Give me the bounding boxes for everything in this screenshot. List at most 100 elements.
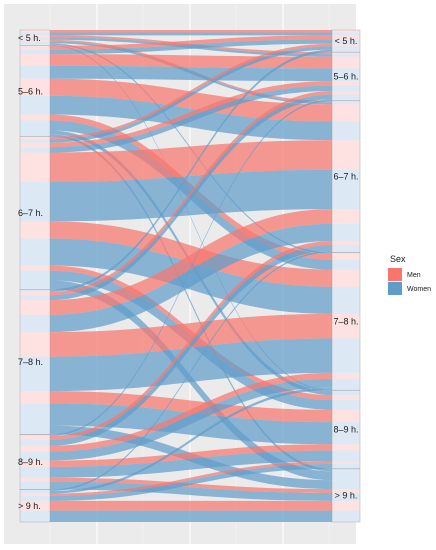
flow-5-6-h-to-6-7-h-men: [50, 78, 332, 122]
stratum-band-left-19: [20, 139, 50, 143]
stratum-band-left-21: [20, 147, 50, 153]
stratum-band-left-38: [20, 425, 50, 435]
right-label-gt-9-h: > 9 h.: [335, 490, 358, 500]
stratum-band-right-19: [332, 46, 360, 50]
flow-8-9-h-to-7-8-h-men: [50, 372, 332, 452]
stratum-band-left-7: [20, 44, 50, 46]
stratum-band-right-23: [332, 169, 360, 210]
stratum-band-right-24: [332, 269, 360, 287]
flow-5-6-h-to-gt-9-h-women: [50, 134, 332, 472]
stratum-band-right-39: [332, 99, 360, 101]
stratum-band-right-5: [332, 102, 360, 105]
stratum-band-left-51: [20, 495, 50, 501]
stratum-band-left-26: [20, 265, 50, 271]
stratum-band-left-37: [20, 403, 50, 426]
legend-title: Sex: [390, 254, 406, 264]
stratum-band-left-53: [20, 510, 50, 522]
stratum-band-right-47: [332, 492, 360, 501]
stratum-band-left-16: [20, 130, 50, 135]
legend-label-women: Women: [407, 286, 431, 293]
stratum-band-left-40: [20, 435, 50, 440]
stratum-band-right-13: [332, 121, 360, 141]
stratum-band-left-14: [20, 114, 50, 121]
stratum-band-left-46: [20, 477, 50, 482]
stratum-band-right-33: [332, 223, 360, 242]
stratum-band-right-53: [332, 510, 360, 522]
stratum-band-right-26: [332, 395, 360, 400]
stratum-band-left-18: [20, 136, 50, 140]
left-label-6-7-h: 6–7 h.: [18, 208, 43, 218]
stratum-band-left-48: [20, 489, 50, 492]
flow-gt-9-h-to-8-9-h-men: [50, 461, 332, 496]
stratum-band-left-32: [20, 300, 50, 315]
legend: Sex Men Women: [388, 254, 431, 295]
stratum-band-left-52: [20, 500, 50, 511]
flow-gt-9-h-to-7-8-h-women: [50, 387, 332, 494]
stratum-band-left-39: [20, 434, 50, 436]
flow-6-7-h-to-5-6-h-men: [50, 81, 332, 148]
flow-7-8-h-to-7-8-h-women: [50, 338, 332, 392]
stratum-band-left-6: [20, 43, 50, 45]
stratum-band-right-7: [332, 390, 360, 392]
flow-7-8-h-to-8-9-h-men: [50, 391, 332, 423]
stratum-band-right-42: [332, 372, 360, 379]
stratum-band-left-29: [20, 289, 50, 292]
stratum-band-right-18: [332, 43, 360, 47]
stratum-band-right-37: [332, 422, 360, 445]
flow-7-8-h-to-6-7-h-women: [50, 223, 332, 333]
stratum-band-left-1: [20, 32, 50, 36]
stratum-band-left-13: [20, 95, 50, 115]
flow-5-6-h-to-lt-5-h-women: [50, 39, 332, 55]
legend-key-women: [388, 282, 402, 295]
stratum-band-right-45: [332, 450, 360, 462]
flow-8-9-h-to-6-7-h-men: [50, 241, 332, 440]
right-label-7-8-h: 7–8 h.: [333, 316, 358, 326]
stratum-band-right-1: [332, 32, 360, 36]
flow-gt-9-h-to-gt-9-h-men: [50, 500, 332, 511]
stratum-border-left-gt-9-h: [19, 489, 51, 523]
flow-5-6-h-to-lt-5-h-men: [50, 35, 332, 50]
stratum-band-right-21: [332, 85, 360, 92]
right-label-6-7-h: 6–7 h.: [333, 172, 358, 182]
flow-lt-5-h-to-lt-5-h-women: [50, 32, 332, 36]
stratum-band-right-29: [332, 49, 360, 53]
stratum-band-left-36: [20, 391, 50, 404]
flow-6-7-h-to-lt-5-h-men: [50, 43, 332, 140]
stratum-band-right-11: [332, 68, 360, 82]
right-label-5-6-h: 5–6 h.: [333, 71, 358, 81]
stratum-band-right-44: [332, 444, 360, 451]
stratum-band-right-20: [332, 81, 360, 86]
stratum-band-left-41: [20, 439, 50, 446]
stratum-band-right-46: [332, 489, 360, 493]
flow-gt-9-h-to-8-9-h-women: [50, 463, 332, 501]
stratum-band-left-49: [20, 491, 50, 494]
stratum-band-left-17: [20, 134, 50, 137]
flow-8-9-h-to-6-7-h-women: [50, 245, 332, 446]
legend-key-men: [388, 268, 402, 281]
stratum-band-left-2: [20, 35, 50, 38]
stratum-band-left-42: [20, 445, 50, 452]
stratum-band-right-14: [332, 253, 360, 260]
stratum-band-left-25: [20, 238, 50, 266]
stratum-band-right-4: [332, 100, 360, 103]
flow-gt-9-h-to-gt-9-h-women: [50, 510, 332, 522]
flow-8-9-h-to-8-9-h-women: [50, 450, 332, 478]
stratum-band-left-15: [20, 120, 50, 131]
stratum-band-right-16: [332, 391, 360, 396]
flow-lt-5-h-to-lt-5-h-men: [50, 30, 332, 33]
stratum-band-right-15: [332, 259, 360, 270]
flows: [50, 30, 332, 522]
stratum-band-left-0: [20, 30, 50, 33]
stratum-band-left-24: [20, 221, 50, 239]
flow-gt-9-h-to-6-7-h-women: [50, 250, 332, 492]
stratum-band-right-6: [332, 252, 360, 254]
stratum-band-left-44: [20, 460, 50, 467]
stratum-band-right-8: [332, 35, 360, 40]
stratum-band-right-12: [332, 104, 360, 122]
stratum-band-right-49: [332, 387, 360, 391]
left-label-lt-5-h: < 5 h.: [18, 33, 41, 43]
flow-7-8-h-to-5-6-h-men: [50, 91, 332, 296]
stratum-band-left-12: [20, 78, 50, 96]
left-label-5-6-h: 5–6 h.: [18, 86, 43, 96]
